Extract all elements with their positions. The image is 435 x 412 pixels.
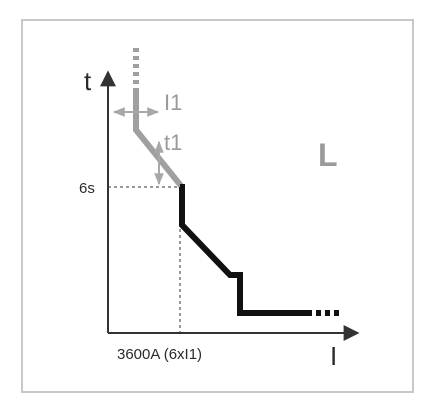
curve-id-label: L [318, 137, 338, 173]
axis-i-label: I [330, 341, 337, 371]
curve-adjustable-segment [133, 88, 185, 189]
time-marker-label: 6s [79, 180, 95, 197]
curve-fixed-segment [179, 184, 312, 316]
axis-t-label: t [84, 66, 92, 96]
param-t1-label: t1 [164, 130, 182, 155]
diagram-border [21, 19, 414, 393]
param-i1-label: I1 [164, 90, 182, 115]
current-marker-label: 3600A (6xI1) [117, 346, 202, 363]
